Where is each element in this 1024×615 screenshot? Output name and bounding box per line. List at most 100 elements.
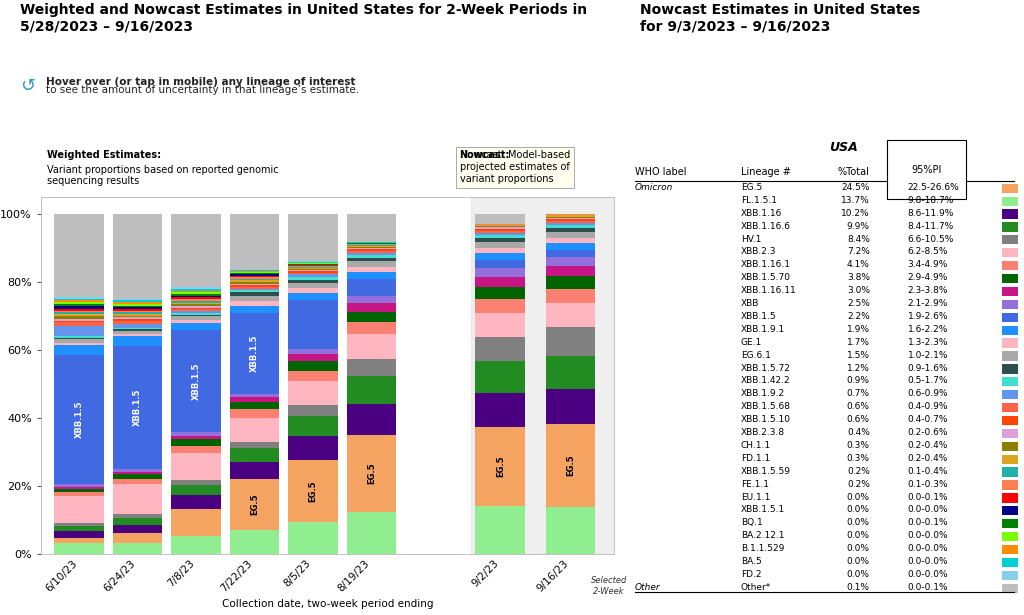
Bar [1002, 584, 1018, 593]
Bar [113, 309, 163, 311]
Bar [546, 215, 595, 216]
Bar [113, 319, 163, 321]
Bar [171, 291, 221, 292]
Bar [1002, 364, 1018, 373]
Bar [54, 523, 103, 526]
Text: XBB.1.5.72: XBB.1.5.72 [741, 363, 791, 373]
Bar [171, 309, 221, 311]
Bar [546, 327, 595, 355]
Text: 0.0%: 0.0% [847, 570, 869, 579]
Bar [229, 287, 280, 289]
Bar [54, 302, 103, 304]
Bar [347, 244, 396, 245]
Text: XBB.1.5.68: XBB.1.5.68 [741, 402, 791, 411]
Bar [171, 294, 221, 296]
Bar [475, 253, 525, 260]
Bar [113, 478, 163, 484]
Bar [54, 321, 103, 322]
Bar [171, 214, 221, 287]
Bar [54, 487, 103, 489]
Bar [229, 290, 280, 292]
Bar [113, 472, 163, 474]
Bar [347, 435, 396, 512]
Bar [171, 292, 221, 294]
Bar [347, 253, 396, 255]
Text: Other*: Other* [741, 583, 771, 592]
Bar [171, 301, 221, 303]
Text: 0.2%: 0.2% [847, 480, 869, 489]
Bar [113, 469, 163, 472]
Bar [1002, 261, 1018, 271]
Text: Selected
2-Week: Selected 2-Week [591, 576, 628, 596]
Bar [546, 219, 595, 221]
Bar [113, 312, 163, 314]
Bar [288, 405, 338, 416]
Text: 2.1-2.9%: 2.1-2.9% [907, 299, 948, 308]
Text: XBB.2.3: XBB.2.3 [741, 247, 776, 256]
Bar [347, 303, 396, 312]
Bar [171, 299, 221, 301]
Text: XBB.1.5: XBB.1.5 [741, 312, 776, 321]
Bar [229, 402, 280, 409]
Bar [288, 264, 338, 265]
Bar [347, 249, 396, 251]
Bar [1002, 235, 1018, 245]
Text: EG.6.1: EG.6.1 [741, 351, 771, 360]
Bar [288, 261, 338, 262]
Bar [54, 315, 103, 319]
Bar [475, 239, 525, 242]
Text: 4.1%: 4.1% [847, 260, 869, 269]
Text: BA.5: BA.5 [741, 557, 762, 566]
Bar [347, 258, 396, 261]
Bar [229, 279, 280, 280]
Text: Omicron: Omicron [635, 183, 673, 192]
Bar [475, 226, 525, 228]
Bar [113, 321, 163, 324]
Bar [229, 397, 280, 402]
Bar [475, 260, 525, 268]
Bar [288, 263, 338, 264]
Bar [229, 269, 280, 270]
Text: 1.5%: 1.5% [847, 351, 869, 360]
Bar [229, 301, 280, 306]
Bar [347, 404, 396, 435]
Bar [54, 496, 103, 523]
Bar [471, 197, 624, 554]
Text: 0.1%: 0.1% [847, 583, 869, 592]
Text: 0.0%: 0.0% [847, 544, 869, 553]
Text: HV.1: HV.1 [741, 234, 761, 244]
Bar [475, 225, 525, 226]
Bar [54, 493, 103, 496]
Text: 7.2%: 7.2% [847, 247, 869, 256]
Bar [229, 530, 280, 554]
Bar [475, 268, 525, 277]
Text: 0.0-0.1%: 0.0-0.1% [907, 583, 948, 592]
Text: XBB.1.16.1: XBB.1.16.1 [741, 260, 791, 269]
Bar [171, 536, 221, 554]
Text: 3.4-4.9%: 3.4-4.9% [907, 260, 948, 269]
Text: 13.7%: 13.7% [841, 196, 869, 205]
Text: Nowcast:: Nowcast: [460, 151, 510, 161]
Bar [347, 255, 396, 258]
Bar [546, 232, 595, 237]
Bar [288, 277, 338, 280]
Bar [288, 267, 338, 268]
Bar [546, 214, 595, 215]
Text: 0.0-0.0%: 0.0-0.0% [907, 570, 948, 579]
Bar [546, 218, 595, 219]
Text: XBB.1.16.11: XBB.1.16.11 [741, 286, 797, 295]
Text: FL.1.5.1: FL.1.5.1 [741, 196, 777, 205]
Bar [347, 248, 396, 249]
Bar [347, 272, 396, 279]
Bar [288, 214, 338, 261]
Bar [1002, 377, 1018, 386]
Bar [54, 355, 103, 484]
Bar [1002, 558, 1018, 567]
Text: 0.7%: 0.7% [847, 389, 869, 399]
Text: BA.2.12.1: BA.2.12.1 [741, 531, 784, 541]
Bar [347, 512, 396, 554]
Text: EG.5: EG.5 [496, 456, 505, 477]
Text: EG.5: EG.5 [741, 183, 762, 192]
Bar [475, 248, 525, 253]
Bar [229, 442, 280, 448]
